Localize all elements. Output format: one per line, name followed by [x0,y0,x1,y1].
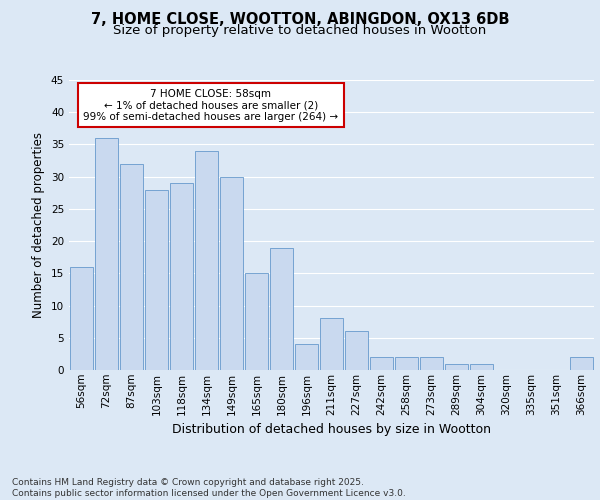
Bar [344,332,368,370]
Bar [470,364,493,370]
Bar [295,344,319,370]
Bar [194,151,218,370]
Text: Contains HM Land Registry data © Crown copyright and database right 2025.
Contai: Contains HM Land Registry data © Crown c… [12,478,406,498]
Y-axis label: Number of detached properties: Number of detached properties [32,132,46,318]
Bar [269,248,293,370]
Bar [220,176,244,370]
Bar [170,183,193,370]
Bar [245,274,268,370]
Bar [395,357,418,370]
Bar [320,318,343,370]
Text: Size of property relative to detached houses in Wootton: Size of property relative to detached ho… [113,24,487,37]
Bar [145,190,169,370]
Bar [445,364,469,370]
Bar [419,357,443,370]
Bar [370,357,394,370]
Text: 7 HOME CLOSE: 58sqm
← 1% of detached houses are smaller (2)
99% of semi-detached: 7 HOME CLOSE: 58sqm ← 1% of detached hou… [83,88,338,122]
X-axis label: Distribution of detached houses by size in Wootton: Distribution of detached houses by size … [172,423,491,436]
Bar [70,267,94,370]
Bar [569,357,593,370]
Bar [119,164,143,370]
Bar [95,138,118,370]
Text: 7, HOME CLOSE, WOOTTON, ABINGDON, OX13 6DB: 7, HOME CLOSE, WOOTTON, ABINGDON, OX13 6… [91,12,509,28]
